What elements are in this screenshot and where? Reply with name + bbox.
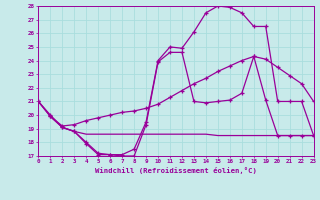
X-axis label: Windchill (Refroidissement éolien,°C): Windchill (Refroidissement éolien,°C) — [95, 167, 257, 174]
